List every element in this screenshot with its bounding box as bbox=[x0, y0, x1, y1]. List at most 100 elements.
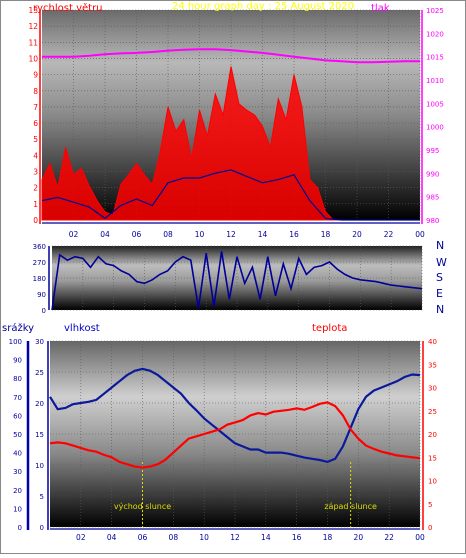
temperature-tick-label: 30 bbox=[428, 385, 437, 393]
temperature-tick-label: 0 bbox=[428, 524, 432, 532]
temperature-tick-label: 25 bbox=[428, 408, 437, 416]
wind-tick-label: 9 bbox=[33, 71, 38, 80]
wind-tick-label: 7 bbox=[33, 103, 38, 112]
temperature-tick-label: 10 bbox=[428, 478, 437, 486]
x-tick-label: 08 bbox=[169, 533, 179, 542]
rain-tick-label: 50 bbox=[13, 431, 22, 439]
wind-tick-label: 2 bbox=[33, 184, 38, 193]
humidity-axis-title: vlhkost bbox=[64, 323, 100, 334]
humidity-temperature-gridlines bbox=[50, 340, 421, 528]
rain-tick-label: 10 bbox=[13, 505, 22, 513]
x-tick-label: 04 bbox=[107, 533, 117, 542]
temperature-tick-label: 5 bbox=[428, 501, 432, 509]
rain-tick-label: 90 bbox=[13, 357, 22, 365]
rain-tick-label: 60 bbox=[13, 412, 22, 420]
x-tick-label: 20 bbox=[354, 533, 364, 542]
x-tick-label: 16 bbox=[289, 230, 299, 239]
wind-direction-series bbox=[51, 251, 423, 311]
rain-axis-title: srážky bbox=[2, 322, 34, 334]
wind-tick-label: 3 bbox=[33, 168, 38, 177]
temperature-tick-label: 35 bbox=[428, 361, 437, 369]
pressure-tick-label: 990 bbox=[426, 170, 439, 178]
humidity-tick-label: 25 bbox=[35, 369, 44, 377]
rain-tick-label: 0 bbox=[18, 524, 22, 532]
x-tick-label: 14 bbox=[261, 533, 271, 542]
wind-tick-label: 5 bbox=[33, 135, 38, 144]
x-tick-label: 02 bbox=[76, 533, 86, 542]
x-tick-label: 04 bbox=[100, 230, 110, 239]
temperature-series bbox=[49, 401, 421, 469]
x-tick-label: 18 bbox=[321, 230, 331, 239]
rain-tick-label: 80 bbox=[13, 375, 22, 383]
pressure-tick-label: 980 bbox=[426, 217, 439, 225]
rain-tick-label: 100 bbox=[9, 338, 22, 346]
x-tick-label: 00 bbox=[415, 533, 425, 542]
x-tick-label: 00 bbox=[415, 230, 425, 239]
rain-tick-label: 20 bbox=[13, 487, 22, 495]
pressure-tick-label: 1015 bbox=[426, 54, 444, 62]
rain-tick-label: 30 bbox=[13, 468, 22, 476]
pressure-tick-label: 1005 bbox=[426, 100, 444, 108]
x-tick-label: 14 bbox=[258, 230, 268, 239]
humidity-tick-label: 0 bbox=[40, 524, 44, 532]
wind-tick-label: 12 bbox=[28, 22, 38, 31]
wind-average-line bbox=[41, 169, 420, 221]
x-tick-label: 22 bbox=[384, 533, 394, 542]
sun-event-label: východ slunce bbox=[114, 502, 171, 511]
wind-tick-label: 10 bbox=[28, 54, 38, 63]
x-tick-label: 02 bbox=[69, 230, 79, 239]
pressure-series bbox=[42, 48, 420, 64]
pressure-axis-title: tlak bbox=[371, 3, 390, 14]
sun-event-label: západ slunce bbox=[324, 502, 377, 511]
wind-average-series bbox=[41, 169, 420, 221]
x-tick-label: 08 bbox=[163, 230, 173, 239]
humidity-tick-label: 15 bbox=[35, 431, 44, 439]
direction-tick-label: 90 bbox=[37, 291, 46, 299]
temperature-tick-label: 20 bbox=[428, 431, 437, 439]
x-tick-label: 12 bbox=[226, 230, 236, 239]
x-tick-label: 10 bbox=[195, 230, 205, 239]
wind-tick-label: 13 bbox=[28, 6, 38, 15]
direction-tick-label: 270 bbox=[33, 259, 46, 267]
x-tick-label: 06 bbox=[132, 230, 142, 239]
wind-tick-label: 0 bbox=[33, 216, 38, 225]
compass-label-w: W bbox=[436, 256, 447, 269]
direction-tick-label: 360 bbox=[33, 243, 46, 251]
pressure-line bbox=[42, 48, 420, 64]
compass-label-e: E bbox=[436, 287, 443, 300]
rain-tick-label: 40 bbox=[13, 450, 22, 458]
x-tick-label: 22 bbox=[384, 230, 394, 239]
x-tick-label: 20 bbox=[352, 230, 362, 239]
compass-label-s: S bbox=[436, 271, 443, 284]
chart-title: 24 hour graph day : 25 August 2020 bbox=[172, 1, 354, 12]
humidity-tick-label: 30 bbox=[35, 338, 44, 346]
temperature-tick-label: 15 bbox=[428, 454, 437, 462]
temperature-axis-title: teplota bbox=[312, 323, 347, 334]
x-tick-label: 12 bbox=[230, 533, 240, 542]
x-tick-label: 10 bbox=[199, 533, 209, 542]
temperature-tick-label: 40 bbox=[428, 338, 437, 346]
pressure-tick-label: 1010 bbox=[426, 77, 444, 85]
pressure-tick-label: 1020 bbox=[426, 30, 444, 38]
pressure-tick-label: 1025 bbox=[426, 7, 444, 15]
compass-label-n-top: N bbox=[436, 239, 444, 252]
direction-tick-label: 180 bbox=[33, 275, 46, 283]
wind-tick-label: 6 bbox=[33, 119, 38, 128]
wind-tick-label: 8 bbox=[33, 87, 38, 96]
humidity-tick-label: 5 bbox=[40, 493, 44, 501]
pressure-tick-label: 1000 bbox=[426, 124, 444, 132]
wind-tick-label: 1 bbox=[33, 200, 38, 209]
compass-label-n-bottom: N bbox=[436, 303, 444, 316]
rain-tick-label: 70 bbox=[13, 394, 22, 402]
humidity-tick-label: 20 bbox=[35, 400, 44, 408]
x-tick-label: 18 bbox=[323, 533, 333, 542]
humidity-tick-label: 10 bbox=[35, 462, 44, 470]
pressure-tick-label: 995 bbox=[426, 147, 439, 155]
direction-tick-label: 0 bbox=[42, 307, 46, 315]
axes: 0123456789101112139809859909951000100510… bbox=[9, 6, 444, 542]
humidity-line bbox=[49, 367, 421, 464]
wind-direction-line bbox=[51, 251, 423, 311]
humidity-series bbox=[49, 367, 421, 464]
